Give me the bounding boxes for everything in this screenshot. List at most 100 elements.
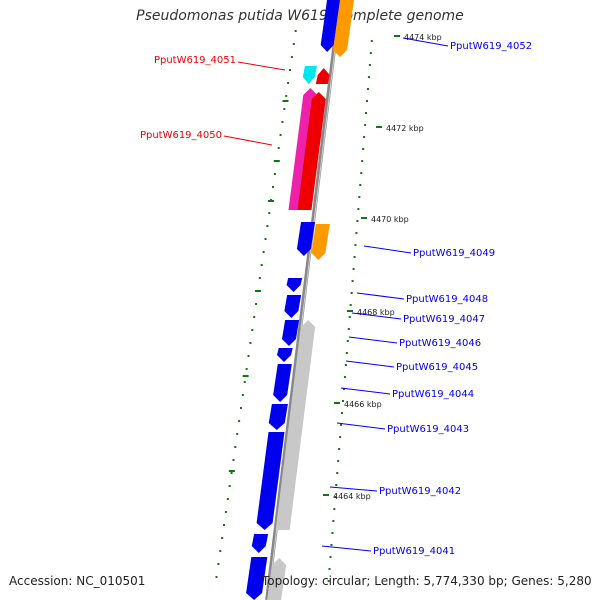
- kbp-tick: [376, 126, 382, 128]
- gene-4046-blue: [281, 320, 300, 346]
- outer-dot: [351, 280, 354, 282]
- outer-dot: [348, 316, 351, 318]
- inner-tick: [282, 100, 289, 102]
- inner-dot: [258, 277, 261, 279]
- inner-tick: [273, 160, 280, 162]
- gene-label: PputW619_4049: [413, 248, 495, 259]
- outer-dot: [342, 388, 345, 390]
- outer-dot: [344, 364, 347, 366]
- inner-dot: [273, 173, 276, 175]
- outer-dot: [366, 88, 369, 90]
- inner-dot: [266, 225, 269, 227]
- backbone-line: [265, 0, 342, 600]
- gene-label: PputW619_4043: [387, 424, 469, 435]
- gene-label: PputW619_4052: [450, 41, 532, 52]
- outer-dot: [355, 232, 358, 234]
- gene-label: PputW619_4041: [373, 546, 455, 557]
- inner-dot: [239, 407, 242, 409]
- gene-label: PputW619_4042: [379, 486, 461, 497]
- inner-dot: [251, 329, 254, 331]
- inner-dot: [262, 251, 265, 253]
- gene-grey-bottom: [267, 558, 287, 600]
- inner-tick: [254, 290, 261, 292]
- outer-dot: [350, 292, 353, 294]
- inner-dot: [285, 95, 288, 97]
- outer-dot: [369, 52, 372, 54]
- inner-dot: [281, 121, 284, 123]
- inner-tick: [228, 470, 235, 472]
- inner-dot: [260, 264, 263, 266]
- kbp-label: 4474 kbp: [404, 33, 442, 42]
- gene-4052-blue: [320, 0, 340, 52]
- gene-4052-orange: [333, 0, 354, 57]
- label-leader-line: [336, 422, 386, 430]
- outer-dot: [332, 520, 335, 522]
- outer-dot: [346, 340, 349, 342]
- gene-label: PputW619_4045: [396, 362, 478, 373]
- outer-dot: [340, 424, 343, 426]
- gene-4049-blue: [296, 222, 316, 256]
- kbp-label: 4468 kbp: [357, 308, 395, 317]
- outer-dot: [358, 196, 361, 198]
- inner-dot: [243, 381, 246, 383]
- gene-4047-blue: [284, 295, 302, 318]
- outer-dot: [334, 496, 337, 498]
- kbp-tick: [394, 35, 400, 37]
- outer-dot: [349, 304, 352, 306]
- outer-dot: [352, 268, 355, 270]
- inner-dot: [224, 511, 227, 513]
- gene-4042-blue: [256, 432, 285, 530]
- outer-dot: [327, 580, 330, 582]
- outer-dot: [333, 508, 336, 510]
- outer-dot: [337, 460, 340, 462]
- inner-dot: [221, 537, 224, 539]
- outer-dot: [330, 544, 333, 546]
- inner-dot: [279, 134, 282, 136]
- inner-dot: [292, 43, 295, 45]
- outer-dot: [331, 532, 334, 534]
- gene-4045-blue: [277, 348, 293, 362]
- kbp-label: 4466 kbp: [344, 400, 382, 409]
- inner-dot: [255, 303, 258, 305]
- inner-dot: [288, 69, 291, 71]
- outer-dot: [359, 184, 362, 186]
- label-leader-line: [356, 292, 405, 300]
- inner-tick: [268, 200, 274, 202]
- inner-dot: [272, 186, 275, 188]
- label-leader-line: [345, 360, 395, 368]
- outer-dot: [336, 472, 339, 474]
- inner-tick: [242, 375, 249, 377]
- kbp-tick: [347, 310, 353, 312]
- accession-text: Accession: NC_010501: [9, 574, 146, 588]
- outer-dot: [328, 568, 331, 570]
- inner-dot: [223, 524, 226, 526]
- outer-dot: [354, 244, 357, 246]
- label-leader-line: [340, 387, 391, 395]
- inner-dot: [287, 82, 290, 84]
- gene-label: PputW619_4051: [154, 55, 236, 66]
- inner-dot: [264, 238, 267, 240]
- inner-dot: [241, 394, 244, 396]
- inner-dot: [219, 550, 222, 552]
- gene-label: PputW619_4050: [140, 130, 222, 141]
- outer-dot: [353, 256, 356, 258]
- kbp-tick: [361, 217, 367, 219]
- inner-dot: [245, 368, 248, 370]
- outer-dot: [367, 76, 370, 78]
- inner-dot: [226, 498, 229, 500]
- outer-dot: [342, 400, 344, 402]
- label-leader-line: [329, 486, 378, 492]
- gene-4049-orange: [311, 224, 330, 260]
- gene-label: PputW619_4048: [406, 294, 488, 305]
- outer-dot: [335, 484, 338, 486]
- gene-4051-red: [315, 68, 330, 84]
- outer-dot: [363, 136, 366, 138]
- kbp-label: 4472 kbp: [386, 124, 424, 133]
- outer-dot: [360, 172, 363, 174]
- label-leader-line: [237, 61, 286, 71]
- outer-dot: [339, 436, 342, 438]
- gene-4051-cyan: [302, 66, 317, 84]
- kbp-label: 4470 kbp: [371, 215, 409, 224]
- kbp-label: 4464 kbp: [333, 492, 371, 501]
- label-leader-line: [363, 245, 412, 254]
